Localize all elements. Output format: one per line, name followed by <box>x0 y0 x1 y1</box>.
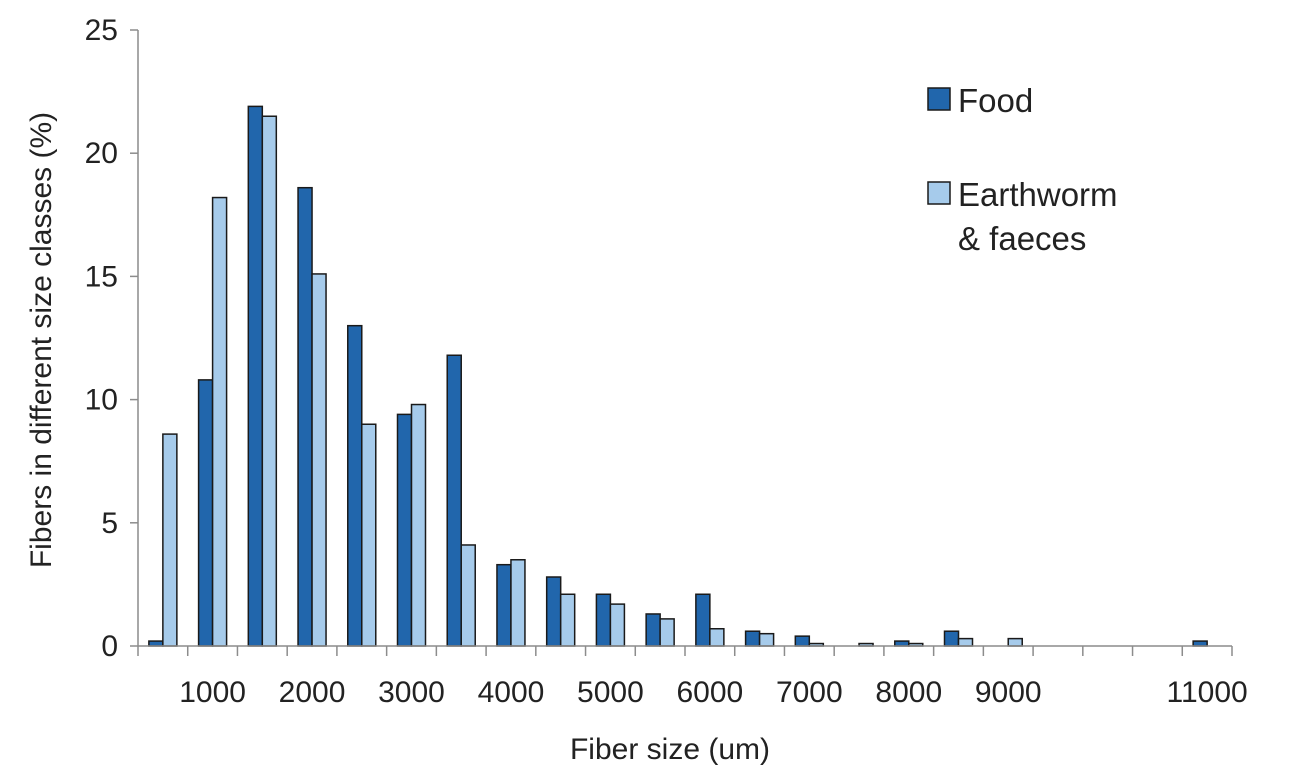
earthworm-faeces-bar-6500 <box>758 632 775 647</box>
food-bar-3500 <box>446 354 462 647</box>
legend-label: Food <box>958 82 1033 119</box>
food-bar-2000 <box>297 186 313 647</box>
x-tick-label: 11000 <box>1167 676 1248 709</box>
food-bar-7000 <box>794 635 811 647</box>
food-bar-1500 <box>247 105 264 647</box>
earthworm-faeces-bar-4500 <box>559 593 576 647</box>
legend: Food Earthworm & faeces <box>927 82 1118 257</box>
food-bar-1000 <box>197 379 214 647</box>
y-tick-label: 5 <box>101 507 118 540</box>
x-tick-label: 4000 <box>478 676 545 709</box>
x-tick-label: 2000 <box>279 676 346 709</box>
earthworm-faeces-bar-2000 <box>311 273 327 647</box>
legend-item: Earthworm & faeces <box>927 176 1118 257</box>
food-bar-4500 <box>545 576 562 647</box>
food-bar-2500 <box>347 324 363 647</box>
earthworm-faeces-bar-9000 <box>1007 637 1023 647</box>
axes: 0 5 10 15 20 25 1000 2000 3000 4000 5000 6000 7000 80… <box>85 14 1248 709</box>
y-tick-label: 20 <box>85 137 118 170</box>
earthworm-faeces-bar-1500 <box>261 115 278 647</box>
y-tick-label: 0 <box>101 630 118 663</box>
food-bar-6000 <box>695 593 711 647</box>
x-axis-title: Fiber size (um) <box>570 733 770 766</box>
y-axis-title: Fibers in different size classes (%) <box>25 112 58 568</box>
earthworm-faeces-bar-1000 <box>211 196 228 647</box>
earthworm-faeces-bar-5000 <box>609 603 626 647</box>
earthworm-faeces-bar-8500 <box>957 637 974 647</box>
y-tick-label: 10 <box>85 384 118 417</box>
y-tick-label: 15 <box>85 260 118 293</box>
food-bar-6500 <box>744 630 761 647</box>
earthworm-faeces-bar-3500 <box>460 544 476 647</box>
earthworm-faeces-bar-4000 <box>510 559 526 647</box>
x-tick-label: 6000 <box>676 676 743 709</box>
food-bar-4000 <box>496 563 512 647</box>
food-bar-5500 <box>645 613 661 647</box>
legend-item: Food <box>927 82 1033 119</box>
x-tick-label: 3000 <box>378 676 445 709</box>
x-tick-label: 9000 <box>975 676 1042 709</box>
earthworm-faeces-bar-5500 <box>659 618 675 647</box>
x-tick-label: 1000 <box>179 676 246 709</box>
earthworm-faeces-bar-2500 <box>361 423 377 647</box>
legend-swatch <box>927 181 951 205</box>
food-bar-3000 <box>396 413 413 647</box>
food-bar-8500 <box>943 630 960 647</box>
earthworm-faeces-bar-6000 <box>709 628 725 647</box>
earthworm-faeces-bar-500 <box>162 433 178 647</box>
x-tick-label: 8000 <box>875 676 942 709</box>
x-tick-label: 7000 <box>776 676 843 709</box>
bars <box>148 105 1208 647</box>
earthworm-faeces-bar-3000 <box>410 403 427 647</box>
legend-label: & faeces <box>958 220 1086 257</box>
food-bar-5000 <box>595 593 612 647</box>
legend-label: Earthworm <box>958 176 1118 213</box>
y-tick-label: 25 <box>85 14 118 47</box>
x-tick-label: 5000 <box>577 676 644 709</box>
legend-swatch <box>927 87 951 111</box>
